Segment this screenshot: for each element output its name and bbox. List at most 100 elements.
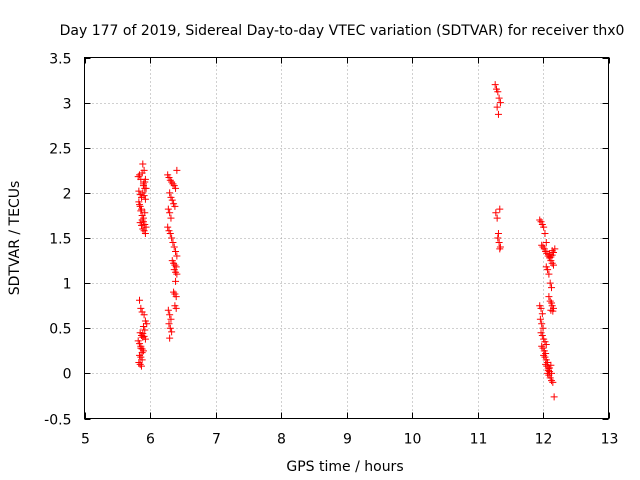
data-point: [140, 166, 148, 174]
data-point: [137, 344, 145, 352]
data-point: [170, 288, 178, 296]
x-tick-label: 11: [470, 432, 488, 448]
data-point: [137, 362, 145, 370]
data-point: [547, 361, 555, 369]
data-point: [172, 293, 180, 301]
data-point: [139, 180, 147, 188]
data-point: [546, 297, 554, 305]
data-point: [167, 214, 175, 222]
x-tick-label: 12: [535, 432, 553, 448]
data-point: [541, 229, 549, 237]
data-point: [137, 221, 145, 229]
data-point: [173, 252, 181, 260]
x-tick-label: 13: [601, 432, 619, 448]
data-point: [545, 270, 553, 278]
data-point: [544, 266, 552, 274]
data-point: [140, 311, 148, 319]
data-point: [494, 110, 502, 118]
data-point: [168, 234, 176, 242]
y-tick-label: 2.5: [49, 142, 71, 158]
data-point: [542, 239, 550, 247]
data-point: [166, 324, 174, 332]
data-point: [173, 166, 181, 174]
x-axis-label: GPS time / hours: [286, 459, 403, 475]
y-tick-label: 0.5: [49, 322, 71, 338]
y-tick-label: -0.5: [44, 413, 71, 429]
data-point: [549, 261, 557, 269]
data-point: [550, 393, 558, 401]
plot-frame: [84, 57, 609, 419]
x-tick-label: 9: [343, 432, 352, 448]
data-point: [545, 293, 553, 301]
data-point: [136, 296, 144, 304]
data-point: [167, 315, 175, 323]
x-tick-label: 7: [212, 432, 221, 448]
data-point: [538, 331, 546, 339]
data-point: [141, 209, 149, 217]
data-point: [169, 239, 177, 247]
data-point: [137, 207, 145, 215]
data-point: [166, 209, 174, 217]
grid-lines: [84, 57, 609, 419]
data-point: [494, 88, 502, 96]
data-point: [173, 270, 181, 278]
data-point: [141, 175, 149, 183]
data-point: [549, 307, 557, 315]
data-point: [170, 243, 178, 251]
data-point: [166, 311, 174, 319]
data-point: [137, 205, 145, 213]
data-point: [549, 378, 557, 386]
data-point: [540, 351, 548, 359]
y-tick-label: 0: [63, 367, 72, 383]
y-tick-label: 1.5: [49, 232, 71, 248]
data-point: [172, 268, 180, 276]
data-point: [172, 304, 180, 312]
data-point: [140, 192, 148, 200]
data-point: [171, 202, 179, 210]
y-tick-label: 3: [63, 97, 72, 113]
data-point: [166, 189, 174, 197]
data-point: [548, 284, 556, 292]
data-point: [142, 223, 150, 231]
data-point: [166, 334, 174, 342]
data-points: [134, 81, 559, 401]
data-point: [137, 304, 145, 312]
data-point: [135, 187, 143, 195]
chart-title: Day 177 of 2019, Sidereal Day-to-day VTE…: [60, 23, 625, 39]
y-tick-label: 1: [63, 277, 72, 293]
data-point: [548, 377, 556, 385]
data-point: [141, 184, 149, 192]
axis-ticks: [84, 57, 610, 420]
data-point: [548, 369, 556, 377]
data-point: [495, 239, 503, 247]
data-point: [547, 253, 555, 261]
data-point: [164, 223, 172, 231]
data-point: [172, 184, 180, 192]
data-point: [492, 209, 500, 217]
data-point: [170, 259, 178, 267]
data-point: [171, 261, 179, 269]
data-point: [491, 81, 499, 89]
data-point: [538, 310, 546, 318]
data-point: [494, 229, 502, 237]
data-point: [542, 340, 550, 348]
data-point: [141, 335, 149, 343]
data-point: [538, 241, 546, 249]
data-point: [538, 320, 546, 328]
data-point: [141, 229, 149, 237]
data-point: [166, 229, 174, 237]
data-point: [549, 248, 557, 256]
data-point: [165, 320, 173, 328]
data-point: [496, 243, 504, 251]
data-point: [551, 245, 559, 253]
data-point: [539, 243, 547, 251]
data-point: [141, 326, 149, 334]
data-point: [168, 328, 176, 336]
data-point: [493, 103, 501, 111]
data-point: [139, 322, 147, 330]
data-point: [536, 216, 544, 224]
data-point: [538, 342, 546, 350]
data-point: [139, 225, 147, 233]
